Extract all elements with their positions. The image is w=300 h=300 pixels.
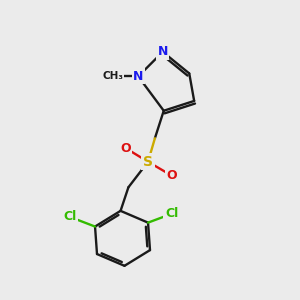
Text: O: O xyxy=(120,142,131,154)
Text: CH₃: CH₃ xyxy=(102,71,123,81)
Text: Cl: Cl xyxy=(63,210,76,223)
Text: O: O xyxy=(166,169,177,182)
Text: Cl: Cl xyxy=(165,207,178,220)
Text: N: N xyxy=(158,45,168,58)
Text: N: N xyxy=(133,70,143,83)
Text: S: S xyxy=(143,155,153,169)
